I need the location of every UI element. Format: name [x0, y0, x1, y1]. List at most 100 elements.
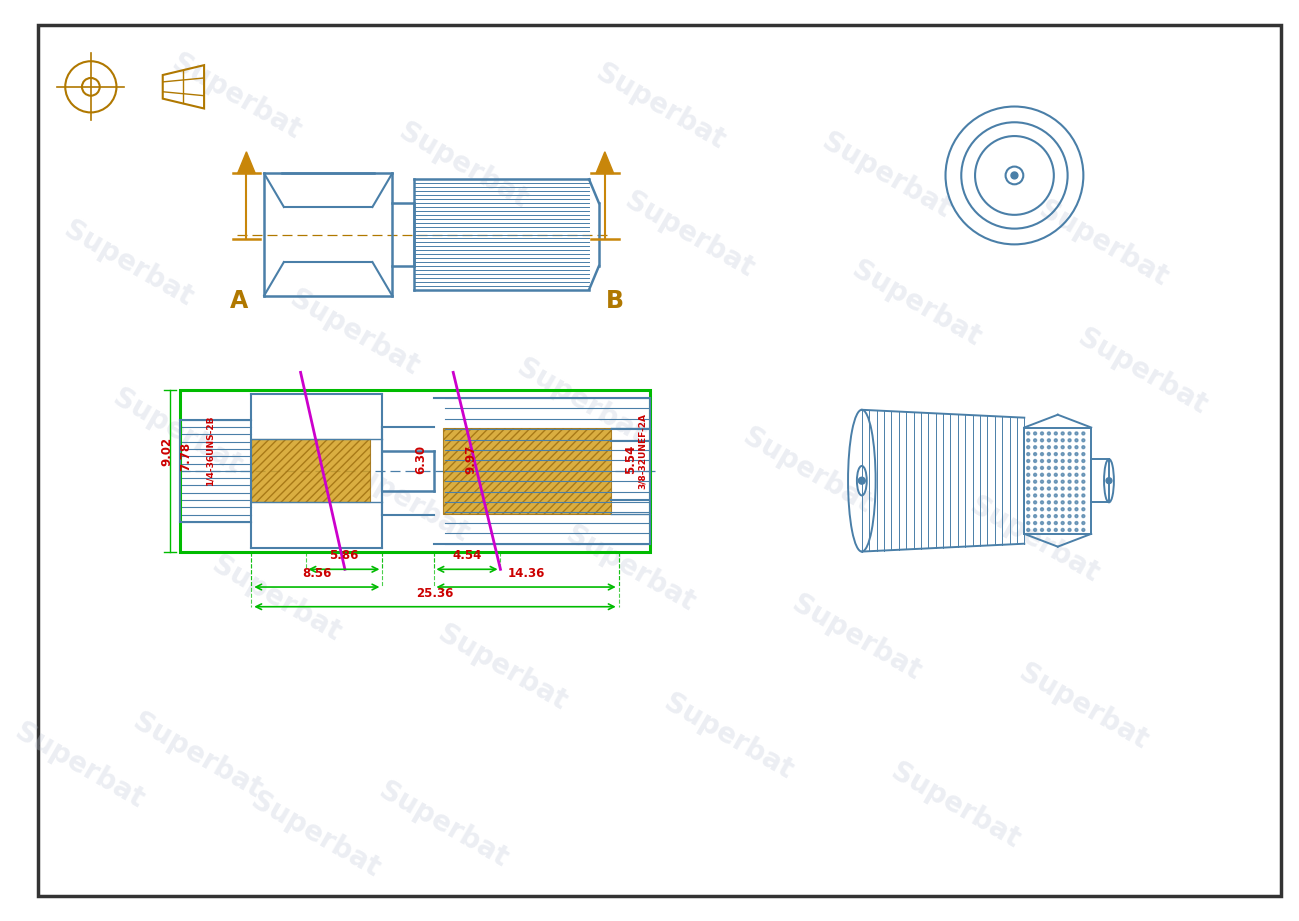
Text: Superbat: Superbat	[168, 49, 307, 145]
Circle shape	[1026, 529, 1030, 531]
Circle shape	[1034, 438, 1037, 442]
Circle shape	[1082, 507, 1085, 511]
Circle shape	[1061, 507, 1064, 511]
Circle shape	[1055, 460, 1057, 462]
Circle shape	[1076, 432, 1078, 435]
Circle shape	[1055, 487, 1057, 490]
Circle shape	[1076, 507, 1078, 511]
Text: Superbat: Superbat	[787, 590, 926, 686]
Circle shape	[1061, 480, 1064, 484]
Circle shape	[1034, 446, 1037, 449]
Circle shape	[1047, 521, 1051, 524]
Text: Superbat: Superbat	[286, 285, 425, 381]
Text: Superbat: Superbat	[207, 551, 346, 647]
Circle shape	[1047, 494, 1051, 497]
Circle shape	[1034, 460, 1037, 462]
Circle shape	[1040, 521, 1043, 524]
Text: Superbat: Superbat	[738, 423, 877, 519]
Circle shape	[1061, 452, 1064, 456]
Circle shape	[1026, 466, 1030, 470]
Circle shape	[1076, 487, 1078, 490]
Circle shape	[1026, 432, 1030, 435]
Circle shape	[1076, 460, 1078, 462]
Circle shape	[1082, 487, 1085, 490]
Circle shape	[1040, 452, 1043, 456]
Text: Superbat: Superbat	[394, 118, 533, 214]
Text: Superbat: Superbat	[374, 777, 513, 873]
Text: Superbat: Superbat	[965, 492, 1104, 588]
Text: 9.02: 9.02	[160, 437, 173, 466]
Circle shape	[1068, 507, 1072, 511]
Circle shape	[1055, 480, 1057, 484]
Circle shape	[1047, 515, 1051, 518]
Circle shape	[1068, 487, 1072, 490]
Bar	[251, 439, 369, 502]
Circle shape	[1068, 501, 1072, 504]
Circle shape	[1068, 529, 1072, 531]
Text: 6.30: 6.30	[414, 445, 427, 473]
Circle shape	[1047, 452, 1051, 456]
Circle shape	[1026, 480, 1030, 484]
Bar	[181, 391, 650, 552]
Text: Superbat: Superbat	[58, 216, 197, 312]
Circle shape	[1061, 446, 1064, 449]
Text: A: A	[230, 288, 248, 313]
Circle shape	[1040, 460, 1043, 462]
Circle shape	[1040, 473, 1043, 476]
Circle shape	[1011, 172, 1018, 179]
Text: Superbat: Superbat	[561, 521, 700, 617]
Text: Superbat: Superbat	[886, 757, 1025, 854]
Circle shape	[1040, 501, 1043, 504]
Circle shape	[1034, 473, 1037, 476]
Circle shape	[1055, 432, 1057, 435]
Circle shape	[1068, 460, 1072, 462]
Circle shape	[1082, 501, 1085, 504]
Circle shape	[1034, 480, 1037, 484]
Text: 8.56: 8.56	[303, 567, 331, 580]
Circle shape	[1076, 494, 1078, 497]
Circle shape	[1040, 507, 1043, 511]
Circle shape	[1047, 501, 1051, 504]
Circle shape	[1082, 466, 1085, 470]
Circle shape	[1076, 466, 1078, 470]
Circle shape	[1026, 473, 1030, 476]
Text: Superbat: Superbat	[847, 255, 986, 352]
Circle shape	[1047, 446, 1051, 449]
Circle shape	[1040, 466, 1043, 470]
Circle shape	[1040, 438, 1043, 442]
Text: Superbat: Superbat	[817, 127, 956, 224]
Circle shape	[1026, 460, 1030, 462]
Text: Superbat: Superbat	[660, 689, 799, 785]
Circle shape	[1047, 487, 1051, 490]
Circle shape	[1040, 529, 1043, 531]
Text: Superbat: Superbat	[512, 354, 651, 450]
Circle shape	[1076, 515, 1078, 518]
Circle shape	[1061, 501, 1064, 504]
Circle shape	[1055, 494, 1057, 497]
Circle shape	[1061, 529, 1064, 531]
Circle shape	[1061, 432, 1064, 435]
Circle shape	[1082, 494, 1085, 497]
Circle shape	[1076, 438, 1078, 442]
Circle shape	[1061, 438, 1064, 442]
Circle shape	[1040, 487, 1043, 490]
Circle shape	[1076, 521, 1078, 524]
Circle shape	[1040, 446, 1043, 449]
Text: Superbat: Superbat	[335, 452, 473, 549]
Circle shape	[1040, 515, 1043, 518]
Circle shape	[1055, 473, 1057, 476]
Circle shape	[1068, 432, 1072, 435]
Text: Superbat: Superbat	[246, 787, 385, 883]
Circle shape	[1055, 438, 1057, 442]
Circle shape	[1076, 480, 1078, 484]
Text: 1/4-36UNS-2B: 1/4-36UNS-2B	[205, 416, 214, 486]
Circle shape	[1034, 432, 1037, 435]
Text: B: B	[605, 288, 624, 313]
Circle shape	[1082, 529, 1085, 531]
Circle shape	[1034, 466, 1037, 470]
Circle shape	[1082, 438, 1085, 442]
Circle shape	[1034, 521, 1037, 524]
Circle shape	[1068, 494, 1072, 497]
Circle shape	[1055, 521, 1057, 524]
Circle shape	[1061, 494, 1064, 497]
